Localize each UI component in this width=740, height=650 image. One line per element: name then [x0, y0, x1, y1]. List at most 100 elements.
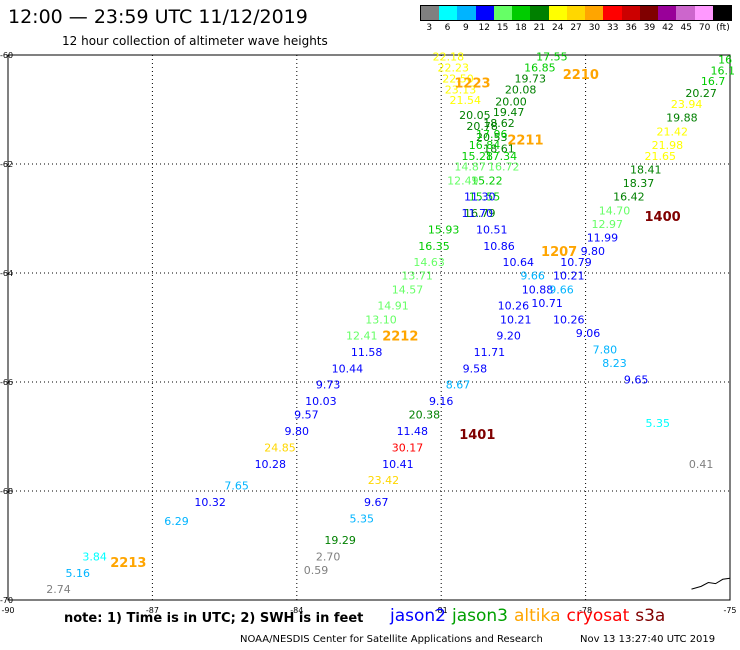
wave-height-value: 12.97	[592, 218, 624, 231]
wave-height-value: 16.85	[524, 62, 556, 75]
wave-height-value: 18.41	[630, 163, 662, 176]
scale-label: 33	[607, 23, 619, 33]
wave-height-value: 12.41	[346, 330, 378, 343]
scale-label: 6	[444, 23, 451, 33]
scale-swatches	[420, 5, 732, 21]
wave-height-value: 13.10	[365, 313, 397, 326]
scale-swatch	[676, 6, 695, 20]
wave-height-value: 15.28	[462, 150, 494, 163]
wave-height-value: 21.98	[652, 139, 684, 152]
wave-height-value: 20.38	[409, 409, 441, 422]
wave-height-value: 15.93	[428, 223, 460, 236]
scale-swatch	[694, 6, 713, 20]
wave-height-value: 5.35	[350, 512, 375, 525]
wave-height-value: 10.21	[500, 313, 532, 326]
scale-swatch	[421, 6, 440, 20]
wave-height-value: 9.80	[285, 425, 310, 438]
generation-timestamp: Nov 13 13:27:40 UTC 2019	[580, 634, 716, 645]
wave-height-value: 10.32	[194, 496, 226, 509]
scale-label: 70	[698, 23, 711, 33]
wave-height-value: 19.88	[666, 112, 698, 125]
wave-height-value: 15.55	[469, 191, 501, 204]
legend-altika: altika	[514, 606, 561, 626]
wave-height-value: 17.96	[476, 128, 508, 141]
scale-label: 15	[496, 23, 509, 33]
wave-height-value: 20.53	[476, 131, 508, 144]
latitude-tick-label: -70	[0, 596, 13, 605]
scale-swatch	[712, 6, 731, 20]
wave-height-value: 9.06	[576, 327, 601, 340]
wave-height-value: 10.03	[305, 395, 337, 408]
wave-height-value: 20.27	[685, 87, 717, 100]
wave-height-value: 0.41	[689, 458, 714, 471]
latitude-tick-label: -64	[0, 269, 13, 278]
wave-height-value: 10.21	[553, 270, 585, 283]
scale-swatch	[439, 6, 458, 20]
wave-height-value: 10.88	[522, 283, 554, 296]
scale-label: 30	[588, 23, 601, 33]
wave-height-value: 7.80	[593, 343, 618, 356]
wave-height-value: 10.26	[553, 313, 585, 326]
wave-height-value: 14.70	[599, 204, 631, 217]
scale-swatch	[530, 6, 549, 20]
scale-swatch	[475, 6, 494, 20]
wave-height-value: 8.67	[446, 379, 471, 392]
wave-height-value: 20.78	[466, 120, 498, 133]
longitude-tick-label: -78	[579, 606, 592, 615]
latitude-tick-label: -66	[0, 378, 13, 387]
pass-time-label: 2210	[563, 68, 599, 83]
wave-height-value: 5.35	[646, 417, 671, 430]
corner-lon-label: -90	[1, 606, 14, 615]
wave-height-value: 7.65	[224, 480, 249, 493]
scale-label: 27	[570, 23, 582, 33]
wave-height-value: 9.66	[549, 283, 574, 296]
longitude-tick-label: -84	[290, 606, 303, 615]
wave-height-value: 14.63	[413, 256, 445, 269]
scale-labels: 3 6 9 12 15 18 21 24 27 30 33 36 39 42 45 70 (ft)	[420, 23, 732, 33]
latitude-tick-label: -62	[0, 160, 13, 169]
wave-height-value: 2.70	[316, 550, 341, 563]
wave-height-value: 11.71	[474, 346, 506, 359]
wave-height-value: 30.17	[392, 441, 424, 454]
wave-height-value: 9.65	[624, 373, 649, 386]
legend-jason3: jason3	[452, 606, 508, 626]
wave-height-value: 9.16	[429, 395, 454, 408]
wave-height-value: 15.22	[471, 174, 503, 187]
wave-height-value: 11.48	[397, 425, 429, 438]
wave-height-value: 16.79	[464, 207, 496, 220]
legend-cryosat: cryosat	[566, 606, 630, 626]
wave-height-value: 8.23	[602, 357, 627, 370]
wave-height-value: 16.1	[711, 64, 736, 77]
pass-time-label: 1207	[541, 245, 577, 260]
wave-height-value: 10.44	[332, 362, 364, 375]
wave-height-value: 14.57	[392, 283, 424, 296]
legend-s3a: s3a	[635, 606, 666, 626]
map-frame	[7, 54, 731, 601]
wave-height-value: 12.49	[447, 174, 479, 187]
scale-swatch	[658, 6, 677, 20]
credit-line: NOAA/NESDIS Center for Satellite Applica…	[240, 634, 543, 645]
scale-swatch	[621, 6, 640, 20]
wave-height-value: 5.16	[66, 567, 91, 580]
coastline	[691, 577, 731, 590]
wave-height-value: 16	[718, 53, 732, 66]
scale-swatch	[603, 6, 622, 20]
wave-height-value: 10.71	[531, 297, 563, 310]
wave-height-value: 19.73	[514, 72, 546, 85]
wave-height-value: 18.37	[623, 177, 655, 190]
wave-height-value: 19.29	[324, 534, 356, 547]
wave-height-value: 20.00	[495, 95, 527, 108]
wave-height-value: 9.58	[463, 362, 488, 375]
scale-swatch	[512, 6, 531, 20]
wave-height-value: 20.08	[505, 83, 537, 96]
pass-time-label: 1400	[645, 210, 681, 225]
wave-height-value: 11.99	[587, 232, 619, 245]
wave-height-value: 10.79	[560, 256, 592, 269]
wave-height-value: 10.41	[382, 458, 414, 471]
wave-height-value: 22.50	[442, 72, 474, 85]
wave-height-value: 16.42	[613, 191, 645, 204]
scale-label: 36	[625, 23, 637, 33]
scale-swatch	[639, 6, 659, 20]
wave-height-color-scale: 3 6 9 12 15 18 21 24 27 30 33 36 39 42 45 70 (ft)	[420, 5, 732, 33]
wave-height-value: 11.70	[462, 207, 494, 220]
